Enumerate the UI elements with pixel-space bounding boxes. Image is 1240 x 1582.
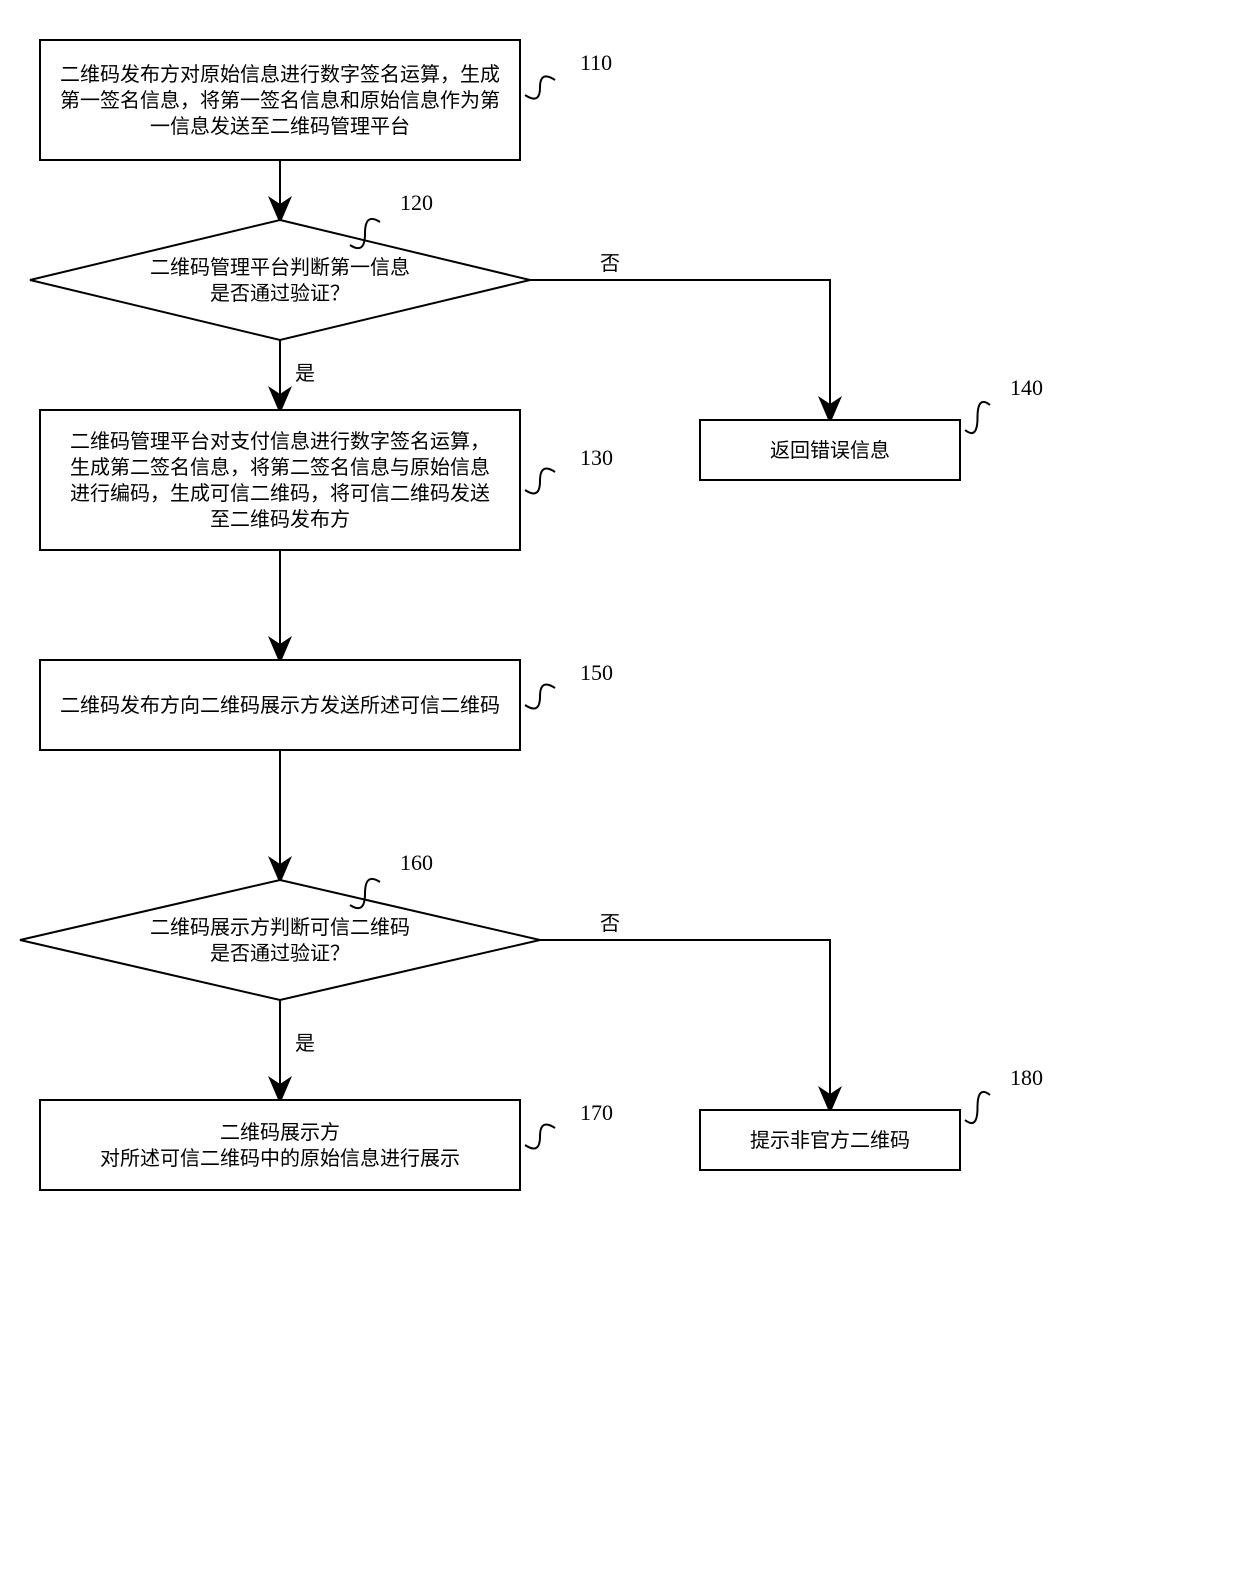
labels-layer: 110 120 130 140 150 160 170 180 — [350, 50, 1043, 1149]
svg-text:二维码发布方对原始信息进行数字签名运算，生成: 二维码发布方对原始信息进行数字签名运算，生成 — [60, 63, 500, 86]
callout-l180: 180 — [965, 1065, 1043, 1123]
svg-text:二维码管理平台判断第一信息: 二维码管理平台判断第一信息 — [150, 256, 410, 279]
edge-5: 是 — [280, 1000, 315, 1100]
svg-text:否: 否 — [600, 253, 620, 275]
nodes-layer: 二维码发布方对原始信息进行数字签名运算，生成第一签名信息，将第一签名信息和原始信… — [20, 40, 960, 1190]
flowchart-canvas: 是否是否 二维码发布方对原始信息进行数字签名运算，生成第一签名信息，将第一签名信… — [0, 0, 1240, 1582]
callout-l140: 140 — [965, 375, 1043, 433]
edge-6: 否 — [540, 913, 830, 1110]
svg-text:150: 150 — [580, 660, 613, 685]
svg-text:进行编码，生成可信二维码，将可信二维码发送: 进行编码，生成可信二维码，将可信二维码发送 — [70, 482, 490, 505]
svg-text:140: 140 — [1010, 375, 1043, 400]
svg-text:是: 是 — [295, 363, 315, 385]
edge-1: 是 — [280, 340, 315, 410]
edge-2: 否 — [530, 253, 830, 420]
callout-l170: 170 — [525, 1100, 613, 1149]
callout-l130: 130 — [525, 445, 613, 493]
svg-text:180: 180 — [1010, 1065, 1043, 1090]
node-n150: 二维码发布方向二维码展示方发送所述可信二维码 — [40, 660, 520, 750]
svg-text:130: 130 — [580, 445, 613, 470]
svg-text:170: 170 — [580, 1100, 613, 1125]
node-n180: 提示非官方二维码 — [700, 1110, 960, 1170]
svg-text:否: 否 — [600, 913, 620, 935]
svg-text:第一签名信息，将第一签名信息和原始信息作为第: 第一签名信息，将第一签名信息和原始信息作为第 — [60, 89, 500, 112]
node-n160: 二维码展示方判断可信二维码是否通过验证？ — [20, 880, 540, 1000]
svg-text:至二维码发布方: 至二维码发布方 — [210, 508, 350, 531]
svg-text:二维码展示方: 二维码展示方 — [220, 1121, 340, 1144]
node-n170: 二维码展示方对所述可信二维码中的原始信息进行展示 — [40, 1100, 520, 1190]
node-n140: 返回错误信息 — [700, 420, 960, 480]
svg-text:二维码发布方向二维码展示方发送所述可信二维码: 二维码发布方向二维码展示方发送所述可信二维码 — [60, 694, 500, 717]
svg-text:二维码管理平台对支付信息进行数字签名运算，: 二维码管理平台对支付信息进行数字签名运算， — [70, 430, 490, 453]
svg-text:是: 是 — [295, 1033, 315, 1055]
callout-l150: 150 — [525, 660, 613, 709]
svg-text:120: 120 — [400, 190, 433, 215]
svg-text:160: 160 — [400, 850, 433, 875]
svg-text:110: 110 — [580, 50, 612, 75]
svg-text:返回错误信息: 返回错误信息 — [770, 439, 890, 462]
node-n130: 二维码管理平台对支付信息进行数字签名运算， 生成第二签名信息，将第二签名信息与原始… — [40, 410, 520, 550]
svg-text:是否通过验证？: 是否通过验证？ — [210, 282, 350, 305]
svg-text:二维码展示方判断可信二维码: 二维码展示方判断可信二维码 — [150, 916, 410, 939]
node-n110: 二维码发布方对原始信息进行数字签名运算，生成第一签名信息，将第一签名信息和原始信… — [40, 40, 520, 160]
svg-text:一信息发送至二维码管理平台: 一信息发送至二维码管理平台 — [150, 115, 410, 138]
svg-text:对所述可信二维码中的原始信息进行展示: 对所述可信二维码中的原始信息进行展示 — [100, 1147, 460, 1170]
svg-text:是否通过验证？: 是否通过验证？ — [210, 942, 350, 965]
node-n120: 二维码管理平台判断第一信息是否通过验证？ — [30, 220, 530, 340]
svg-text:生成第二签名信息，将第二签名信息与原始信息: 生成第二签名信息，将第二签名信息与原始信息 — [70, 456, 490, 479]
svg-text:提示非官方二维码: 提示非官方二维码 — [750, 1129, 910, 1152]
callout-l110: 110 — [525, 50, 612, 99]
